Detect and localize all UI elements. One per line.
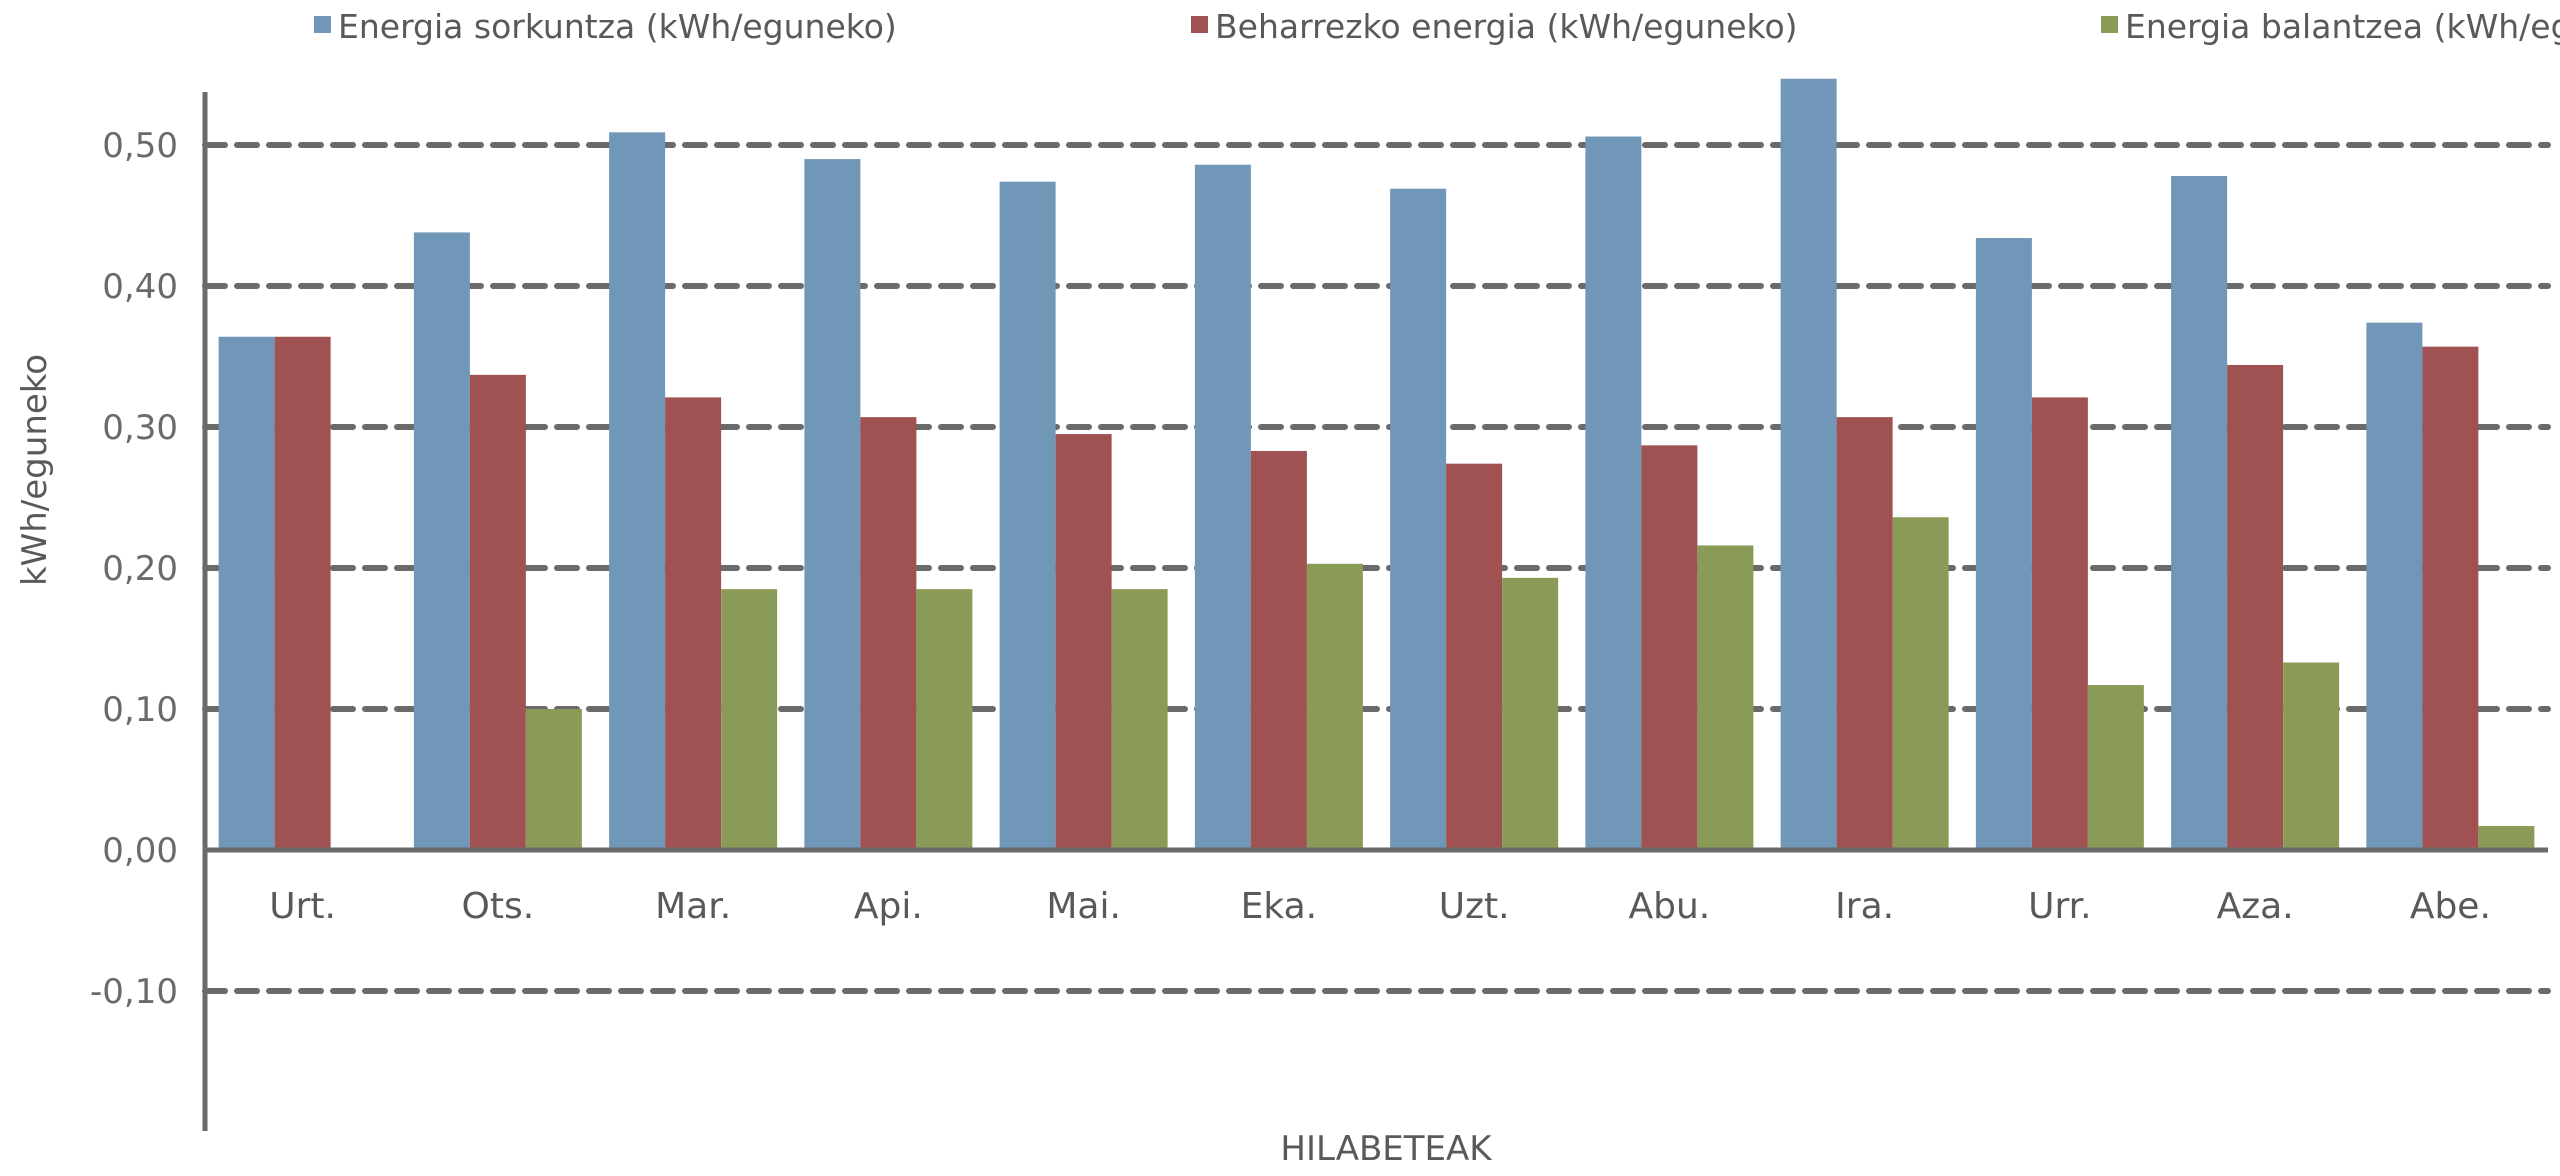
bar — [2227, 364, 2284, 850]
bar — [2171, 176, 2228, 850]
bar — [1836, 417, 1893, 850]
x-tick-label: Abu. — [1629, 886, 1711, 927]
bar — [999, 181, 1056, 850]
axes — [202, 92, 2548, 1131]
bar — [1446, 463, 1503, 850]
y-axis-label: kWh/eguneko — [15, 354, 55, 586]
bar — [665, 397, 722, 850]
bar — [218, 336, 275, 850]
x-tick-label: Urr. — [2028, 886, 2091, 927]
bar — [2283, 662, 2340, 850]
x-tick-label: Urt. — [269, 886, 336, 927]
y-tick-label: 0,00 — [102, 831, 178, 871]
x-tick-label: Uzt. — [1439, 886, 1510, 927]
bar — [609, 132, 666, 850]
bar — [1390, 188, 1447, 850]
legend-label: Energia sorkuntza (kWh/eguneko) — [338, 7, 897, 46]
bar — [1502, 577, 1559, 850]
bar — [525, 709, 582, 850]
x-tick-label: Aza. — [2217, 886, 2294, 927]
legend-swatch — [2101, 16, 2118, 33]
legend-swatch — [1191, 16, 1208, 33]
y-tick-label: 0,40 — [102, 267, 178, 307]
bar — [1697, 545, 1754, 850]
x-tick-label: Mar. — [655, 886, 731, 927]
x-tick-label: Ira. — [1835, 886, 1894, 927]
bar — [1111, 589, 1168, 850]
bar — [413, 232, 470, 851]
legend: Energia sorkuntza (kWh/eguneko) Beharrezk… — [314, 7, 2560, 46]
bar — [1641, 445, 1698, 850]
legend-label: Energia balantzea (kWh/eguneko) — [2125, 7, 2560, 46]
bar — [2087, 685, 2144, 850]
bar — [721, 589, 778, 850]
legend-label: Beharrezko energia (kWh/eguneko) — [1215, 7, 1798, 46]
x-tick-label: Ots. — [462, 886, 535, 927]
bar — [1194, 164, 1251, 851]
legend-swatch — [314, 16, 331, 33]
y-tick-labels: -0,10 0,00 0,10 0,20 0,30 0,40 0,50 — [90, 126, 178, 1012]
bar — [2422, 346, 2479, 850]
bar — [2031, 397, 2088, 850]
bars — [218, 78, 2535, 851]
bar — [1055, 434, 1112, 850]
y-tick-label: 0,10 — [102, 690, 178, 730]
x-axis-label: HILABETEAK — [1280, 1129, 1493, 1169]
bar — [1780, 78, 1837, 851]
bar — [2366, 322, 2423, 850]
bar — [1585, 136, 1642, 851]
x-tick-label: Mai. — [1046, 886, 1121, 927]
y-tick-label: -0,10 — [90, 972, 178, 1012]
bar — [1306, 563, 1363, 850]
bar — [1250, 450, 1307, 850]
bar — [804, 159, 861, 851]
y-tick-label: 0,20 — [102, 549, 178, 589]
x-tick-label: Api. — [854, 886, 923, 927]
x-tick-label: Abe. — [2410, 886, 2491, 927]
y-tick-label: 0,30 — [102, 408, 178, 448]
bar — [860, 417, 917, 850]
bar — [469, 374, 526, 850]
y-tick-label: 0,50 — [102, 126, 178, 166]
bar — [916, 589, 973, 850]
bar — [1975, 238, 2032, 850]
bar — [2478, 826, 2535, 850]
x-tick-label: Eka. — [1241, 886, 1317, 927]
bar — [274, 336, 331, 850]
gridlines — [202, 142, 2551, 994]
bar — [1892, 517, 1949, 850]
x-tick-labels: Urt. Ots. Mar. Api. Mai. Eka. Uzt. Abu. Ira. Urr.… — [269, 886, 2491, 927]
